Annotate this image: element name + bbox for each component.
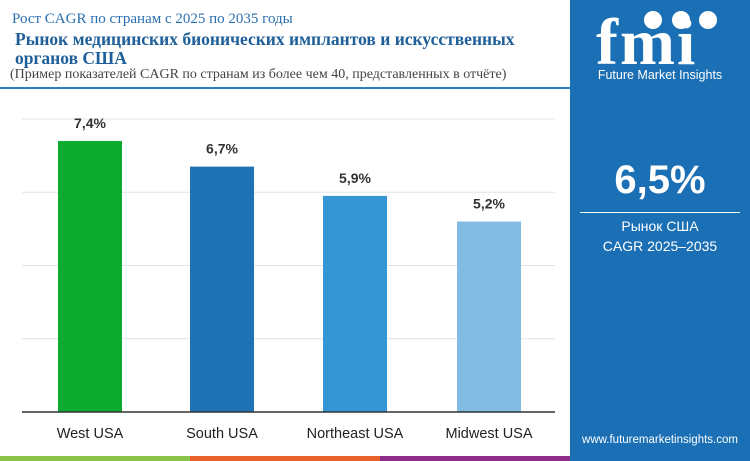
header: Рост CAGR по странам с 2025 по 2035 годы… [0, 0, 570, 89]
stripe-green [0, 456, 190, 461]
bar-south-usa [190, 166, 254, 412]
chart-title: Рынок медицинских бионических имплантов … [15, 29, 515, 68]
x-tick-label: Northeast USA [307, 426, 404, 442]
bar-west-usa [58, 140, 122, 412]
chart-subtitle: Рост CAGR по странам с 2025 по 2035 годы [12, 11, 293, 27]
market-label: Рынок США [621, 218, 699, 234]
data-label: 5,9% [339, 170, 371, 186]
market-cagr-value: 6,5% [614, 158, 706, 202]
bar-midwest-usa [457, 221, 521, 412]
x-tick-label: West USA [57, 426, 124, 442]
x-tick-label: Midwest USA [445, 426, 532, 442]
chart-note: (Пример показателей CAGR по странам из б… [10, 67, 507, 82]
bar-northeast-usa [323, 195, 387, 412]
data-label: 6,7% [206, 141, 238, 157]
sidebar: fmi Future Market Insights 6,5% Рынок СШ… [570, 0, 750, 461]
website-link[interactable]: www.futuremarketinsights.com [582, 434, 738, 446]
divider [580, 212, 740, 213]
data-label: 5,2% [473, 196, 505, 212]
stripe-purple [380, 456, 570, 461]
data-label: 7,4% [74, 115, 106, 131]
brand-name: Future Market Insights [597, 68, 723, 82]
bar-chart: 7,4% West USA 6,7% South USA 5,9% Northeast U… [22, 115, 555, 442]
cagr-period-label: CAGR 2025–2035 [602, 238, 718, 254]
x-tick-label: South USA [186, 426, 258, 442]
stripe-orange [190, 456, 380, 461]
fmi-logo: fmi [596, 8, 717, 68]
